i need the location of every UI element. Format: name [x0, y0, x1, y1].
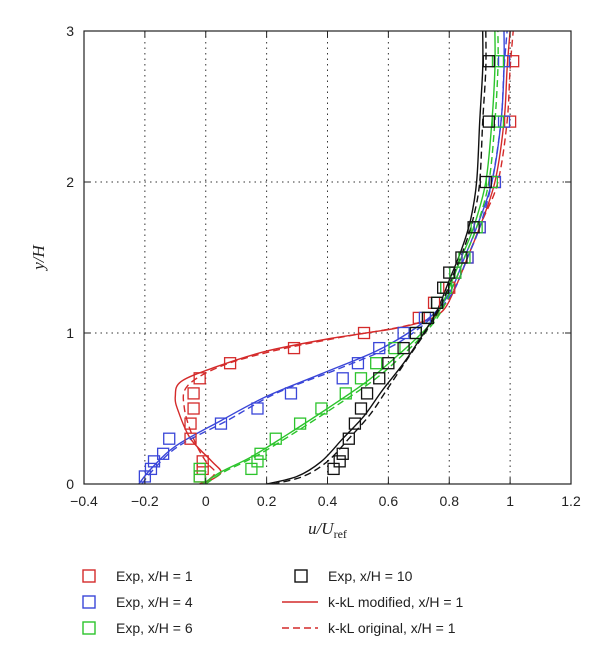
- data-point-black: [430, 296, 444, 309]
- legend-label: k-kL modified, x/H = 1: [328, 594, 463, 610]
- data-point-green: [388, 341, 401, 355]
- legend-marker-green: [82, 621, 96, 635]
- data-point-black: [479, 175, 492, 189]
- data-point-green: [370, 357, 383, 370]
- series-lines: [138, 30, 514, 485]
- data-point-red: [187, 402, 200, 415]
- data-point-black: [342, 432, 355, 445]
- x-tick-label: 1.2: [561, 493, 581, 509]
- y-axis-label: y/H: [29, 244, 48, 272]
- data-point-red: [193, 470, 206, 483]
- data-point-blue: [214, 417, 228, 430]
- data-point-green: [269, 432, 282, 445]
- series-markers: [138, 55, 520, 483]
- y-tick-label: 3: [66, 23, 74, 39]
- series-line-red-dashed: [182, 30, 514, 485]
- data-point-blue: [336, 372, 349, 385]
- y-tick-label: 1: [66, 325, 74, 341]
- series-line-blue-dashed: [141, 30, 508, 485]
- x-tick-label: −0.4: [70, 493, 98, 509]
- series-line-green-dashed: [205, 30, 499, 485]
- data-point-red: [193, 372, 206, 385]
- data-point-black: [397, 341, 410, 355]
- data-point-red: [357, 326, 371, 340]
- x-tick-label: 0.2: [257, 493, 277, 509]
- legend-label: Exp, x/H = 1: [116, 568, 193, 584]
- y-tick-label: 2: [66, 174, 74, 190]
- data-point-blue: [144, 462, 158, 476]
- y-tick-label: 0: [66, 476, 74, 492]
- series-line-black-solid: [266, 30, 484, 485]
- data-point-black: [455, 251, 468, 264]
- data-point-black: [354, 402, 368, 415]
- data-point-blue: [373, 341, 386, 355]
- data-point-green: [354, 372, 368, 385]
- data-point-black: [336, 447, 349, 460]
- x-tick-label: 0.6: [379, 493, 399, 509]
- x-tick-label: 1: [506, 493, 514, 509]
- data-point-black: [360, 387, 374, 400]
- x-tick-label: 0.8: [440, 493, 460, 509]
- data-point-red: [187, 387, 200, 400]
- data-point-red: [196, 455, 209, 468]
- data-point-red: [427, 296, 441, 309]
- data-point-red: [287, 341, 301, 355]
- data-point-green: [339, 387, 352, 400]
- x-tick-label: −0.2: [131, 493, 159, 509]
- data-point-green: [193, 462, 206, 476]
- data-point-green: [251, 455, 264, 468]
- data-point-red: [223, 357, 237, 370]
- data-point-blue: [351, 357, 365, 370]
- x-tick-label: 0: [202, 493, 210, 509]
- x-axis-ticks: −0.4 −0.2 0 0.2 0.4 0.6 0.8 1 1.2: [70, 31, 581, 509]
- data-point-red: [507, 55, 520, 68]
- legend-label: Exp, x/H = 4: [116, 594, 193, 610]
- data-point-green: [193, 470, 206, 483]
- legend: Exp, x/H = 1 Exp, x/H = 10 Exp, x/H = 4 k-k…: [82, 568, 463, 636]
- data-point-red: [184, 432, 197, 445]
- legend-label: Exp, x/H = 6: [116, 620, 193, 636]
- data-point-green: [293, 417, 307, 430]
- data-point-green: [491, 115, 505, 128]
- legend-marker-blue: [82, 595, 96, 609]
- legend-label: Exp, x/H = 10: [328, 568, 413, 584]
- series-line-black-dashed: [272, 30, 487, 485]
- data-point-black: [443, 266, 456, 279]
- data-point-blue: [284, 387, 298, 400]
- data-point-black: [421, 311, 435, 325]
- data-point-blue: [163, 432, 176, 445]
- data-point-green: [315, 402, 328, 415]
- x-axis-label: u/Uref: [308, 519, 347, 541]
- data-point-black: [382, 357, 395, 370]
- data-point-black: [409, 326, 422, 340]
- data-point-black: [482, 115, 495, 128]
- data-point-black: [437, 281, 450, 294]
- legend-marker-black: [294, 569, 308, 583]
- x-axis-label-sub: ref: [334, 527, 347, 541]
- data-point-blue: [156, 447, 170, 460]
- y-axis-ticks: 0 1 2 3: [66, 23, 571, 492]
- data-point-blue: [251, 402, 264, 415]
- data-point-green: [254, 447, 267, 460]
- data-point-blue: [147, 455, 161, 468]
- x-axis-label-main: u/U: [308, 519, 335, 538]
- legend-label: k-kL original, x/H = 1: [328, 620, 456, 636]
- data-point-red: [196, 462, 209, 476]
- legend-marker-red: [82, 569, 96, 583]
- series-line-red-solid: [174, 30, 511, 485]
- data-point-green: [491, 55, 505, 68]
- x-tick-label: 0.4: [318, 493, 338, 509]
- data-point-blue: [397, 326, 410, 340]
- data-point-red: [184, 417, 197, 430]
- data-point-black: [348, 417, 362, 430]
- data-point-black: [373, 372, 386, 385]
- data-point-black: [467, 221, 480, 234]
- data-point-black: [333, 455, 346, 468]
- data-point-black: [482, 55, 495, 68]
- grid: [84, 31, 571, 484]
- series-line-green-solid: [202, 30, 496, 485]
